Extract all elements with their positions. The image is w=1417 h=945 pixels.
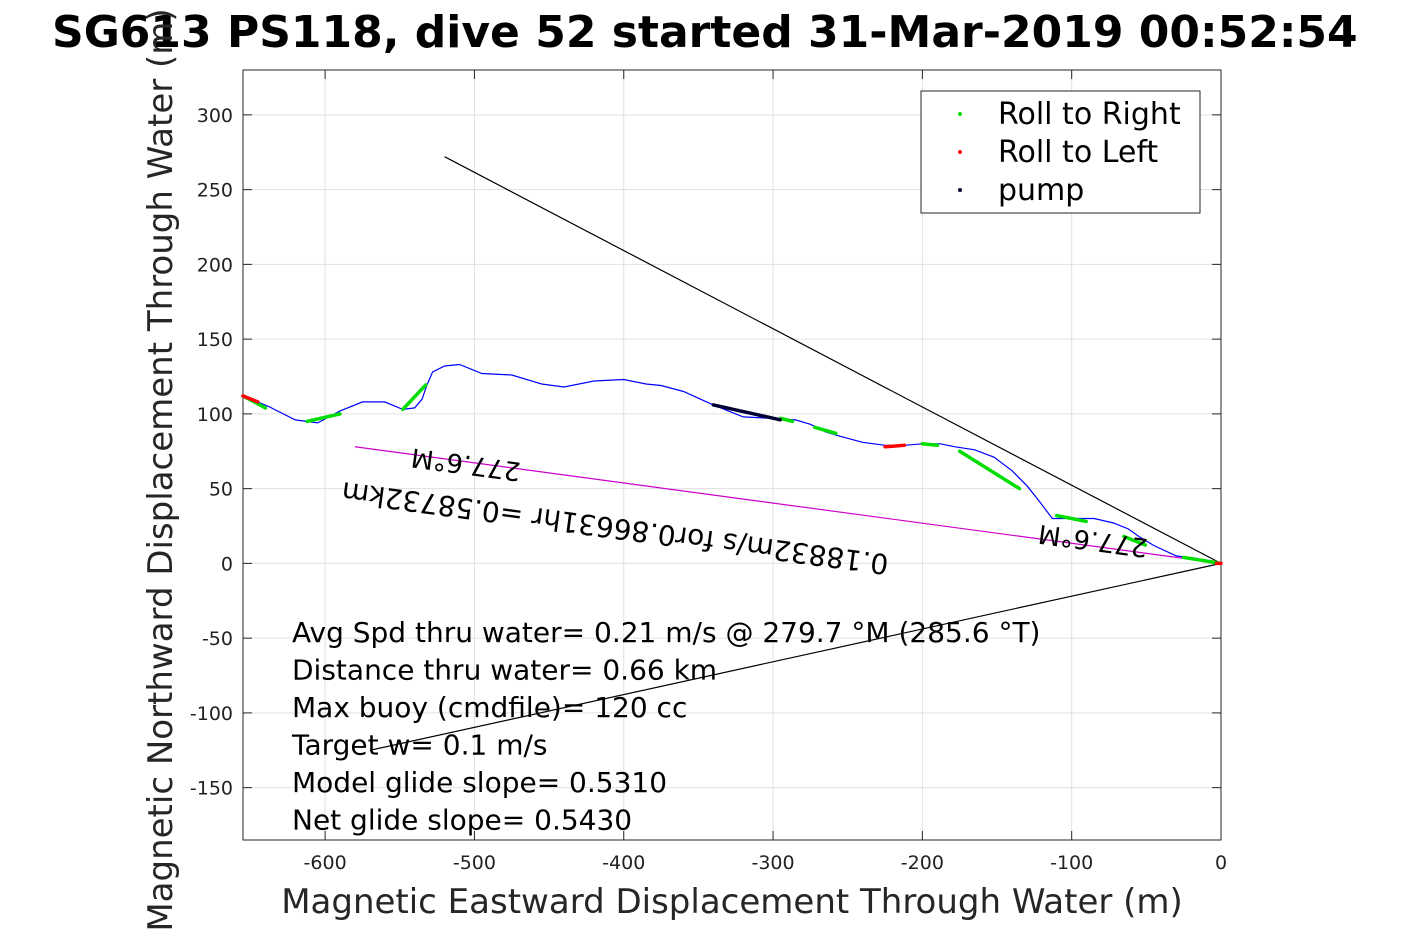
roll-right-markers <box>241 382 1223 566</box>
legend: Roll to Right Roll to Left pump <box>920 90 1201 214</box>
annotation-current-speed: 0.18832m/s for0.86631hr =0.58732km <box>340 475 891 581</box>
stats-line: Target w= 0.1 m/s <box>291 729 548 762</box>
y-tick-label: -150 <box>190 778 233 800</box>
x-tick-label: -400 <box>602 852 645 874</box>
y-tick-label: 150 <box>197 329 233 351</box>
x-tick-label: -600 <box>304 852 347 874</box>
legend-swatch-roll-left <box>958 150 962 154</box>
stats-line: Max buoy (cmdfile)= 120 cc <box>292 691 687 724</box>
x-tick-label: -100 <box>1050 852 1093 874</box>
pump-segment <box>711 403 783 422</box>
stats-line: Avg Spd thru water= 0.21 m/s @ 279.7 °M … <box>292 616 1040 649</box>
y-axis-label: Magnetic Northward Displacement Through … <box>141 8 181 931</box>
direction-line <box>354 446 1222 564</box>
y-tick-label: 200 <box>197 254 233 276</box>
roll-right-segment <box>920 442 940 448</box>
direction-line <box>369 562 1222 751</box>
legend-entry-roll-right: Roll to Right <box>998 97 1181 132</box>
y-tick-label: 100 <box>197 404 233 426</box>
roll-left-segment <box>883 443 907 449</box>
x-tick-label: -300 <box>751 852 794 874</box>
x-tick-label: -200 <box>901 852 944 874</box>
legend-swatch-pump <box>958 188 962 192</box>
roll-right-segment <box>1055 513 1089 524</box>
glider-track <box>242 363 1222 564</box>
x-ticks: -600 -500 -400 -300 -200 -100 0 <box>304 70 1227 874</box>
track-line <box>242 363 1222 564</box>
x-tick-label: -500 <box>453 852 496 874</box>
stats-block: Avg Spd thru water= 0.21 m/s @ 279.7 °M … <box>291 616 1040 837</box>
y-tick-label: 250 <box>197 180 233 202</box>
roll-left-segment <box>241 394 260 404</box>
x-tick-label: 0 <box>1215 852 1227 874</box>
stats-line: Distance thru water= 0.66 km <box>292 654 717 687</box>
legend-entry-pump: pump <box>998 173 1084 208</box>
legend-entry-roll-left: Roll to Left <box>998 135 1158 170</box>
legend-swatch-roll-right <box>958 112 962 116</box>
chart-title: SG613 PS118, dive 52 started 31-Mar-2019… <box>52 7 1358 58</box>
y-tick-label: 50 <box>209 479 233 501</box>
x-axis-label: Magnetic Eastward Displacement Through W… <box>281 882 1183 922</box>
stats-line: Net glide slope= 0.5430 <box>292 804 632 837</box>
plot-area-frame <box>242 69 1222 841</box>
y-tick-label: 300 <box>197 105 233 127</box>
roll-right-segment <box>401 382 429 412</box>
y-tick-label: -50 <box>202 628 233 650</box>
roll-right-segment <box>1122 534 1149 548</box>
pump-markers <box>711 403 783 422</box>
roll-left-markers <box>241 394 1223 566</box>
annotation-bearing-1: 277.6°M <box>1037 518 1150 562</box>
annotation-bearing-2: 277.6°M <box>410 441 523 485</box>
y-ticks: -150 -100 -50 0 50 100 150 200 250 300 <box>190 105 1221 800</box>
direction-line <box>444 156 1222 564</box>
stats-line: Model glide slope= 0.5310 <box>292 766 667 799</box>
roll-right-segment <box>1181 555 1223 566</box>
y-tick-label: -100 <box>190 703 233 725</box>
roll-right-segment <box>778 416 795 424</box>
roll-right-segment <box>305 412 342 424</box>
legend-box <box>920 90 1201 214</box>
roll-right-segment <box>957 449 1022 491</box>
y-tick-label: 0 <box>221 553 233 575</box>
direction-lines <box>354 156 1222 751</box>
roll-right-segment <box>813 425 838 436</box>
